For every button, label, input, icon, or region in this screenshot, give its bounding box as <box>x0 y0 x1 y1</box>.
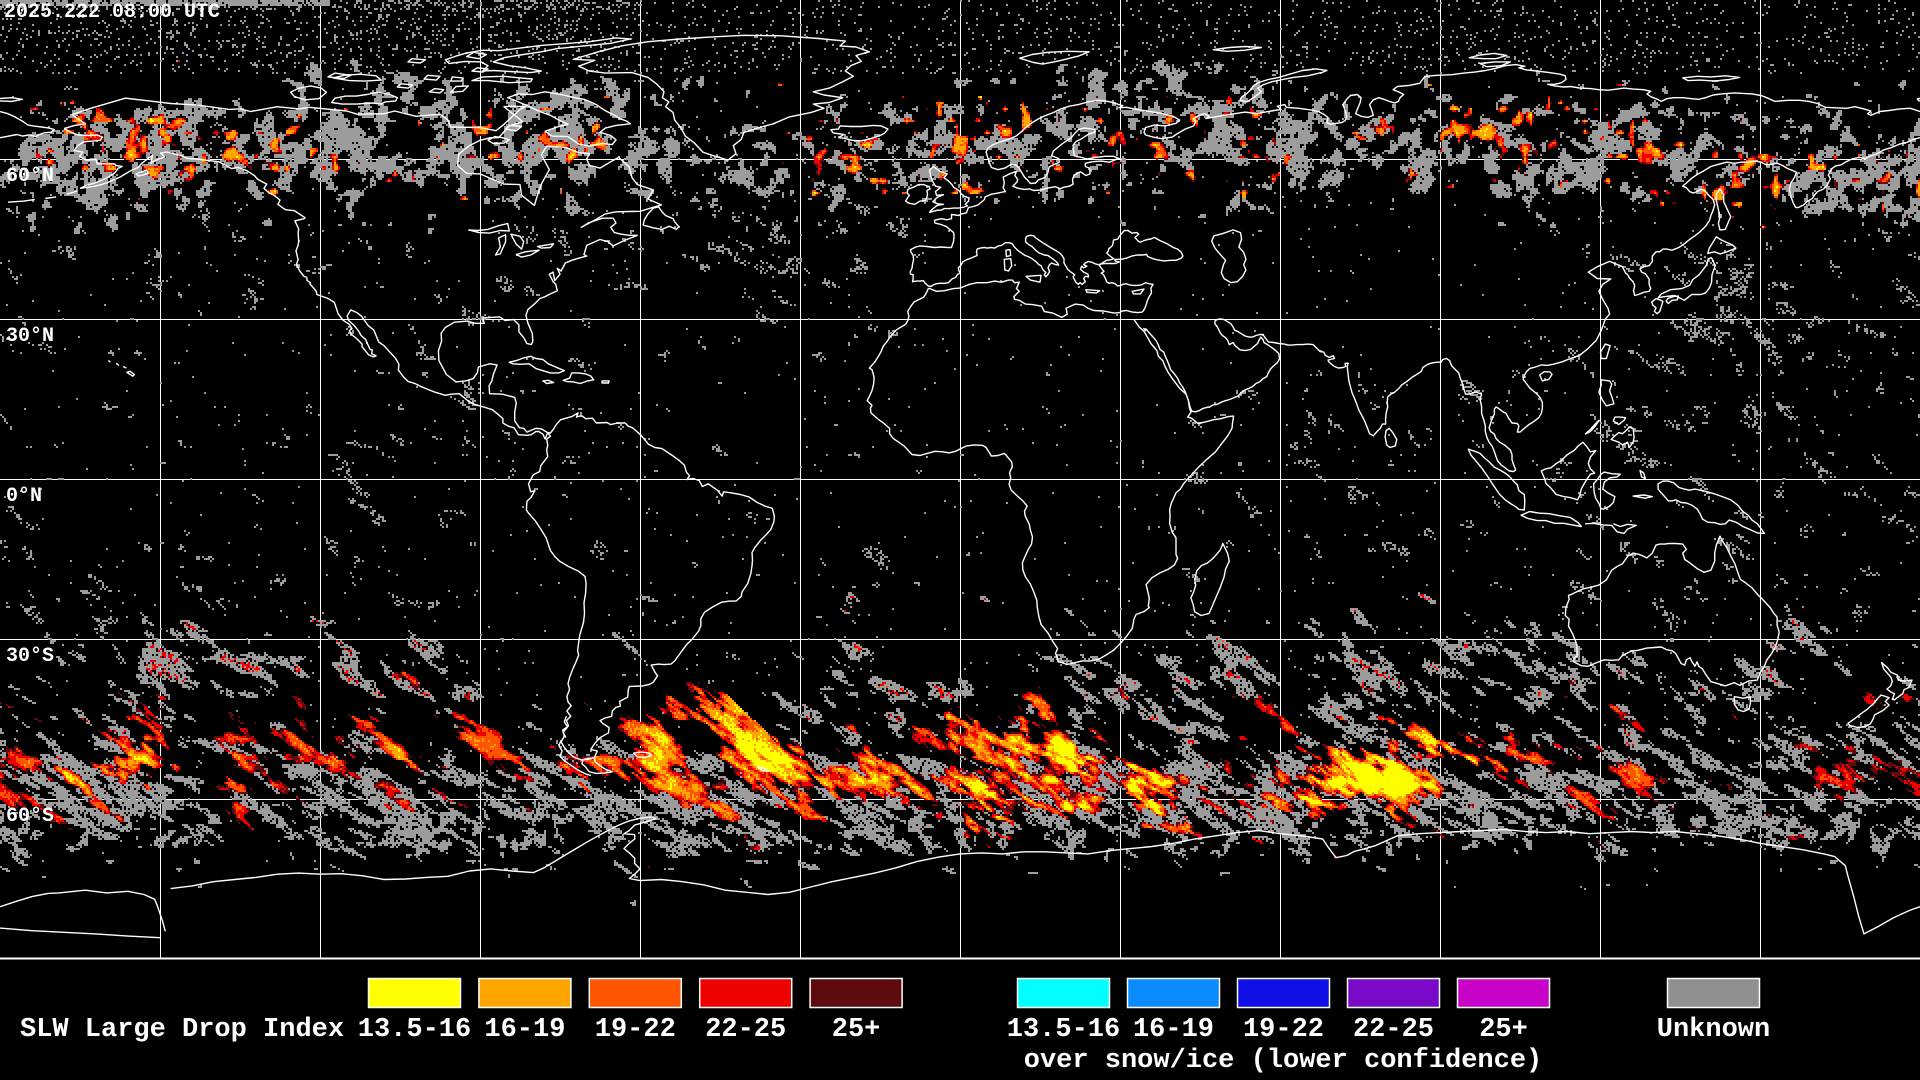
svg-text:25+: 25+ <box>832 1015 881 1045</box>
svg-text:22-25: 22-25 <box>705 1015 786 1045</box>
svg-text:16-19: 16-19 <box>1133 1015 1214 1045</box>
svg-text:60°N: 60°N <box>6 165 54 188</box>
svg-text:30°S: 30°S <box>6 645 54 668</box>
svg-text:Unknown: Unknown <box>1657 1015 1770 1045</box>
svg-text:16-19: 16-19 <box>484 1015 565 1045</box>
svg-text:over snow/ice (lower confidenc: over snow/ice (lower confidence) <box>1024 1046 1542 1076</box>
svg-text:19-22: 19-22 <box>595 1015 676 1045</box>
svg-text:13.5-16: 13.5-16 <box>1007 1015 1120 1045</box>
svg-text:22-25: 22-25 <box>1353 1015 1434 1045</box>
svg-text:30°N: 30°N <box>6 325 54 348</box>
svg-text:0°N: 0°N <box>6 485 42 508</box>
svg-text:2025.222 08:00 UTC: 2025.222 08:00 UTC <box>4 1 220 24</box>
svg-text:19-22: 19-22 <box>1243 1015 1324 1045</box>
svg-text:25+: 25+ <box>1479 1015 1528 1045</box>
svg-text:13.5-16: 13.5-16 <box>358 1015 471 1045</box>
svg-text:SLW Large Drop Index: SLW Large Drop Index <box>20 1015 344 1045</box>
svg-text:60°S: 60°S <box>6 805 54 828</box>
